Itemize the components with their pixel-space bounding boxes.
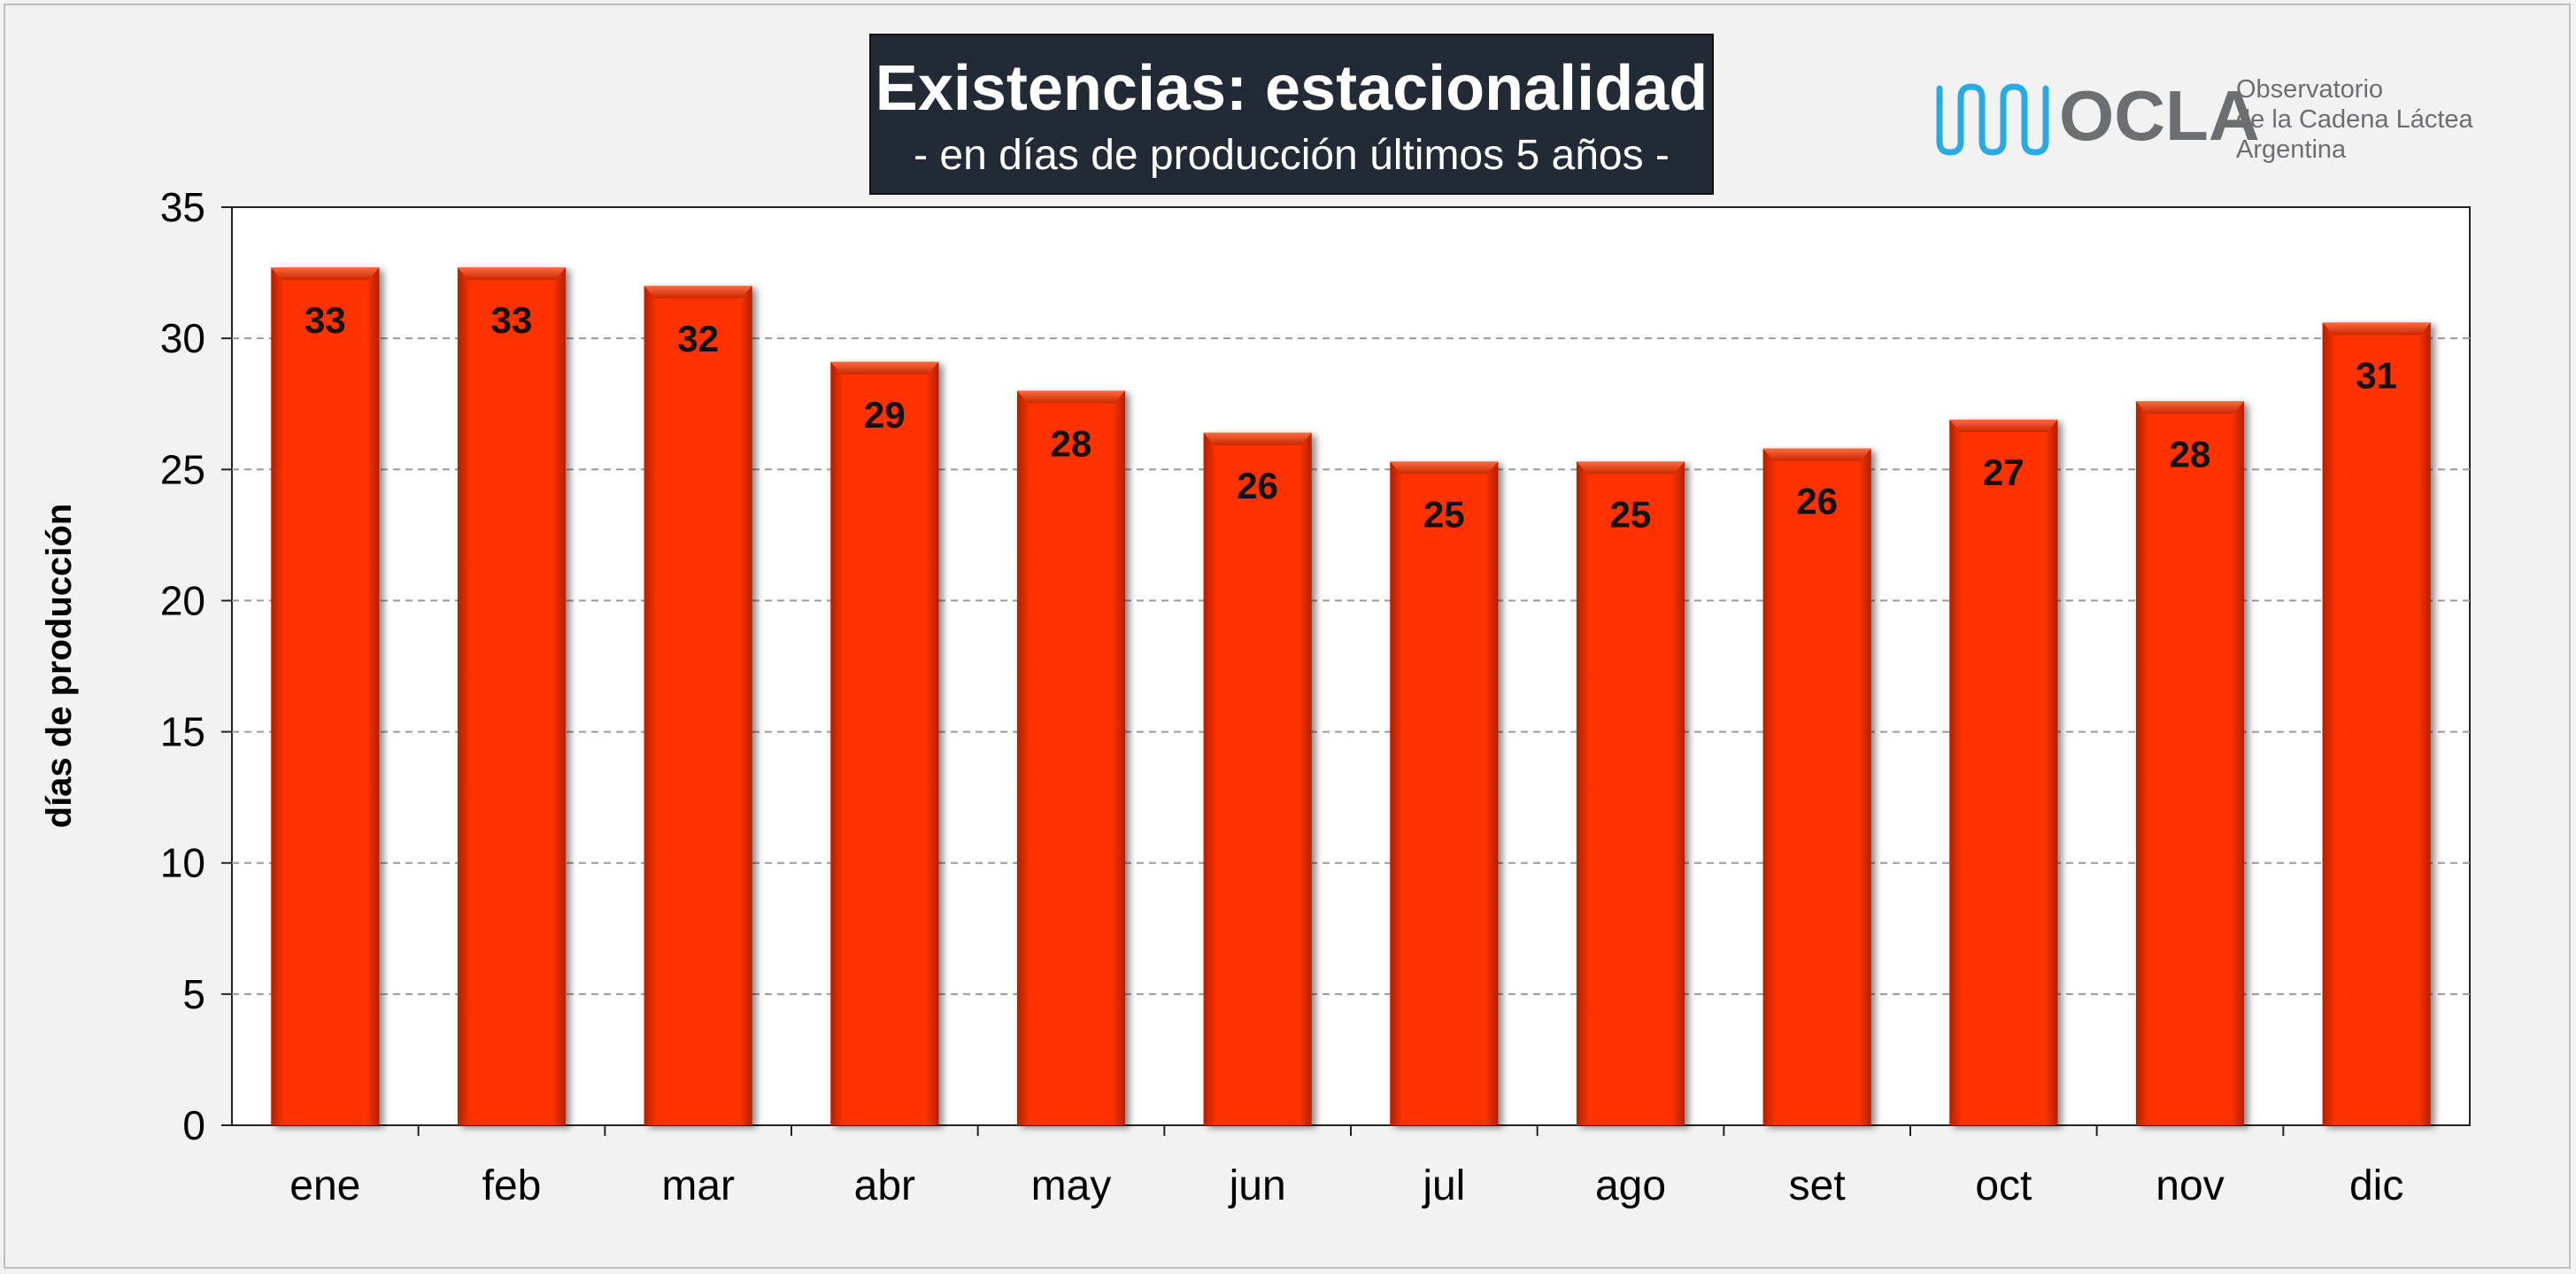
bar: 28 xyxy=(2135,401,2245,1125)
x-tick-label: may xyxy=(1031,1162,1112,1209)
bar-cap xyxy=(457,267,567,281)
bar-body xyxy=(830,361,939,1125)
y-axis-label: días de producción xyxy=(40,504,79,829)
bar-cap xyxy=(1203,432,1312,445)
y-tick-label: 35 xyxy=(160,184,205,230)
data-label: 26 xyxy=(1237,465,1278,506)
x-tick-label: nov xyxy=(2156,1162,2224,1209)
y-tick-label: 25 xyxy=(160,446,205,492)
data-label: 27 xyxy=(1983,452,2025,493)
bar-body xyxy=(457,267,567,1125)
bar-cap xyxy=(1762,448,1871,461)
bar-cap xyxy=(1390,461,1499,475)
x-tick-label: jun xyxy=(1228,1162,1286,1209)
bar: 25 xyxy=(1576,461,1685,1125)
bar-cap xyxy=(644,285,752,298)
data-label: 32 xyxy=(677,318,719,359)
ocla-logo: OCLA Observatorio de la Cadena Láctea Ar… xyxy=(1936,75,2474,164)
y-tick-label: 30 xyxy=(160,315,205,361)
bar-cap xyxy=(1576,461,1685,475)
bar-body xyxy=(1762,448,1871,1125)
data-label: 26 xyxy=(1796,481,1838,522)
bar: 27 xyxy=(1949,419,2058,1125)
bars: 33 33 32 29 28 26 25 25 26 27 28 31 xyxy=(271,267,2431,1125)
chart-title: Existencias: estacionalidad xyxy=(875,53,1708,124)
bar: 31 xyxy=(2322,322,2431,1125)
y-tick-label: 15 xyxy=(160,709,205,755)
data-label: 33 xyxy=(491,299,533,341)
bar: 28 xyxy=(1016,390,1126,1125)
x-tick-label: ago xyxy=(1595,1162,1666,1209)
bar-body xyxy=(2135,401,2245,1125)
chart-subtitle: - en días de producción últimos 5 años - xyxy=(914,132,1670,179)
bar: 26 xyxy=(1762,448,1871,1125)
bar-body xyxy=(2322,322,2431,1125)
logo-line2: de la Cadena Láctea xyxy=(2236,105,2474,134)
x-tick-label: dic xyxy=(2349,1162,2403,1209)
x-tick-label: oct xyxy=(1975,1162,2032,1209)
bar: 29 xyxy=(830,361,939,1125)
logo-line1: Observatorio xyxy=(2236,75,2383,104)
gridlines xyxy=(232,337,2470,995)
y-tick-label: 0 xyxy=(182,1102,205,1148)
data-label: 29 xyxy=(864,394,906,436)
bar-body xyxy=(1016,390,1126,1125)
bar-body xyxy=(1576,461,1685,1125)
data-label: 33 xyxy=(305,299,346,341)
x-tick-label: mar xyxy=(661,1162,735,1209)
bar-cap xyxy=(830,361,939,374)
bar-body xyxy=(271,267,380,1125)
bar-body xyxy=(644,285,752,1125)
x-tick-label: set xyxy=(1789,1162,1846,1209)
data-label: 25 xyxy=(1423,493,1465,535)
x-tick-label: abr xyxy=(854,1162,915,1209)
bar-cap xyxy=(1016,390,1126,404)
data-label: 28 xyxy=(1051,422,1092,464)
data-label: 28 xyxy=(2170,433,2211,475)
bar: 32 xyxy=(644,285,752,1125)
bar-body xyxy=(1949,419,2058,1125)
x-tick-label: jul xyxy=(1421,1162,1465,1209)
bar-cap xyxy=(1949,419,2058,432)
logo-line3: Argentina xyxy=(2236,135,2347,164)
y-axis: 0 5 10 15 20 25 30 35 xyxy=(160,184,232,1148)
bar-body xyxy=(1203,432,1312,1125)
data-label: 25 xyxy=(1610,493,1652,535)
x-tick-label: feb xyxy=(482,1162,542,1209)
x-axis: ene feb mar abr may jun jul ago set oct nov dic xyxy=(289,1125,2403,1209)
data-label: 31 xyxy=(2356,354,2397,396)
x-tick-label: ene xyxy=(289,1162,360,1209)
bar: 26 xyxy=(1203,432,1312,1125)
y-tick-label: 10 xyxy=(160,840,205,886)
y-tick-label: 20 xyxy=(160,577,205,623)
bar-cap xyxy=(271,267,380,281)
bar: 33 xyxy=(271,267,380,1125)
bar-cap xyxy=(2322,322,2431,336)
bar-body xyxy=(1390,461,1499,1125)
y-tick-label: 5 xyxy=(182,971,205,1017)
bar-cap xyxy=(2135,401,2245,414)
plot-area xyxy=(231,206,2471,1126)
bar: 33 xyxy=(457,267,567,1125)
title-box: Existencias: estacionalidad - en días de… xyxy=(869,34,1714,195)
bar: 25 xyxy=(1390,461,1499,1125)
ocla-wave-icon xyxy=(1936,83,2049,156)
logo-name: OCLA xyxy=(2059,76,2260,155)
